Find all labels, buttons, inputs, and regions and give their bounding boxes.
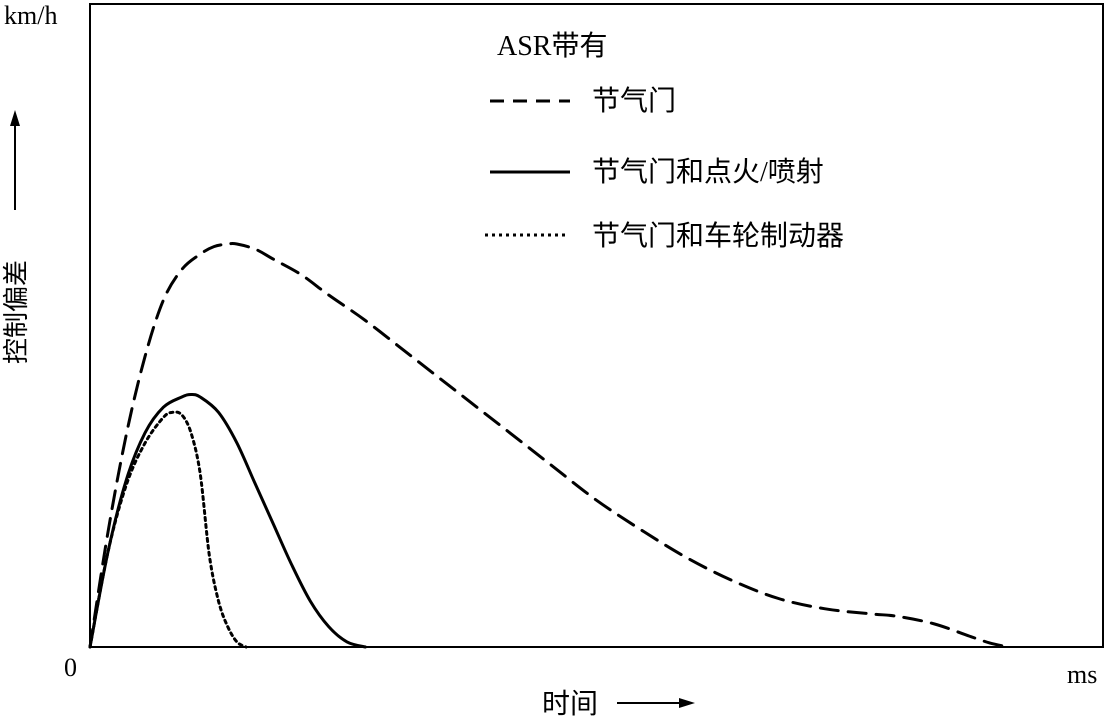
x-axis-label-group: 时间 bbox=[542, 688, 695, 718]
x-unit-label: ms bbox=[1067, 660, 1097, 689]
x-axis-label: 时间 bbox=[542, 688, 598, 718]
series-throttle-wheelbrake-dotted bbox=[88, 410, 248, 649]
series-layer bbox=[88, 241, 1010, 649]
plot-frame bbox=[89, 3, 1104, 648]
origin-label: 0 bbox=[64, 653, 77, 682]
series-throttle-dashed bbox=[88, 241, 1010, 649]
y-axis-arrow-head-icon bbox=[10, 110, 20, 126]
series-throttle-ignition-solid bbox=[88, 392, 367, 649]
y-unit-label: km/h bbox=[4, 1, 57, 30]
legend-label-throttle: 节气门 bbox=[592, 85, 676, 117]
legend-title: ASR带有 bbox=[497, 30, 607, 62]
legend-label-throttle-wheelbrake: 节气门和车轮制动器 bbox=[592, 220, 844, 252]
legend: ASR带有 节气门 节气门和点火/喷射 节气门和车轮制动器 bbox=[485, 30, 844, 252]
y-axis-label-group: 控制偏差 bbox=[2, 110, 31, 364]
x-axis-arrow-head-icon bbox=[679, 698, 695, 708]
legend-label-throttle-ignition: 节气门和点火/喷射 bbox=[592, 156, 824, 188]
y-axis-label: 控制偏差 bbox=[2, 260, 31, 364]
